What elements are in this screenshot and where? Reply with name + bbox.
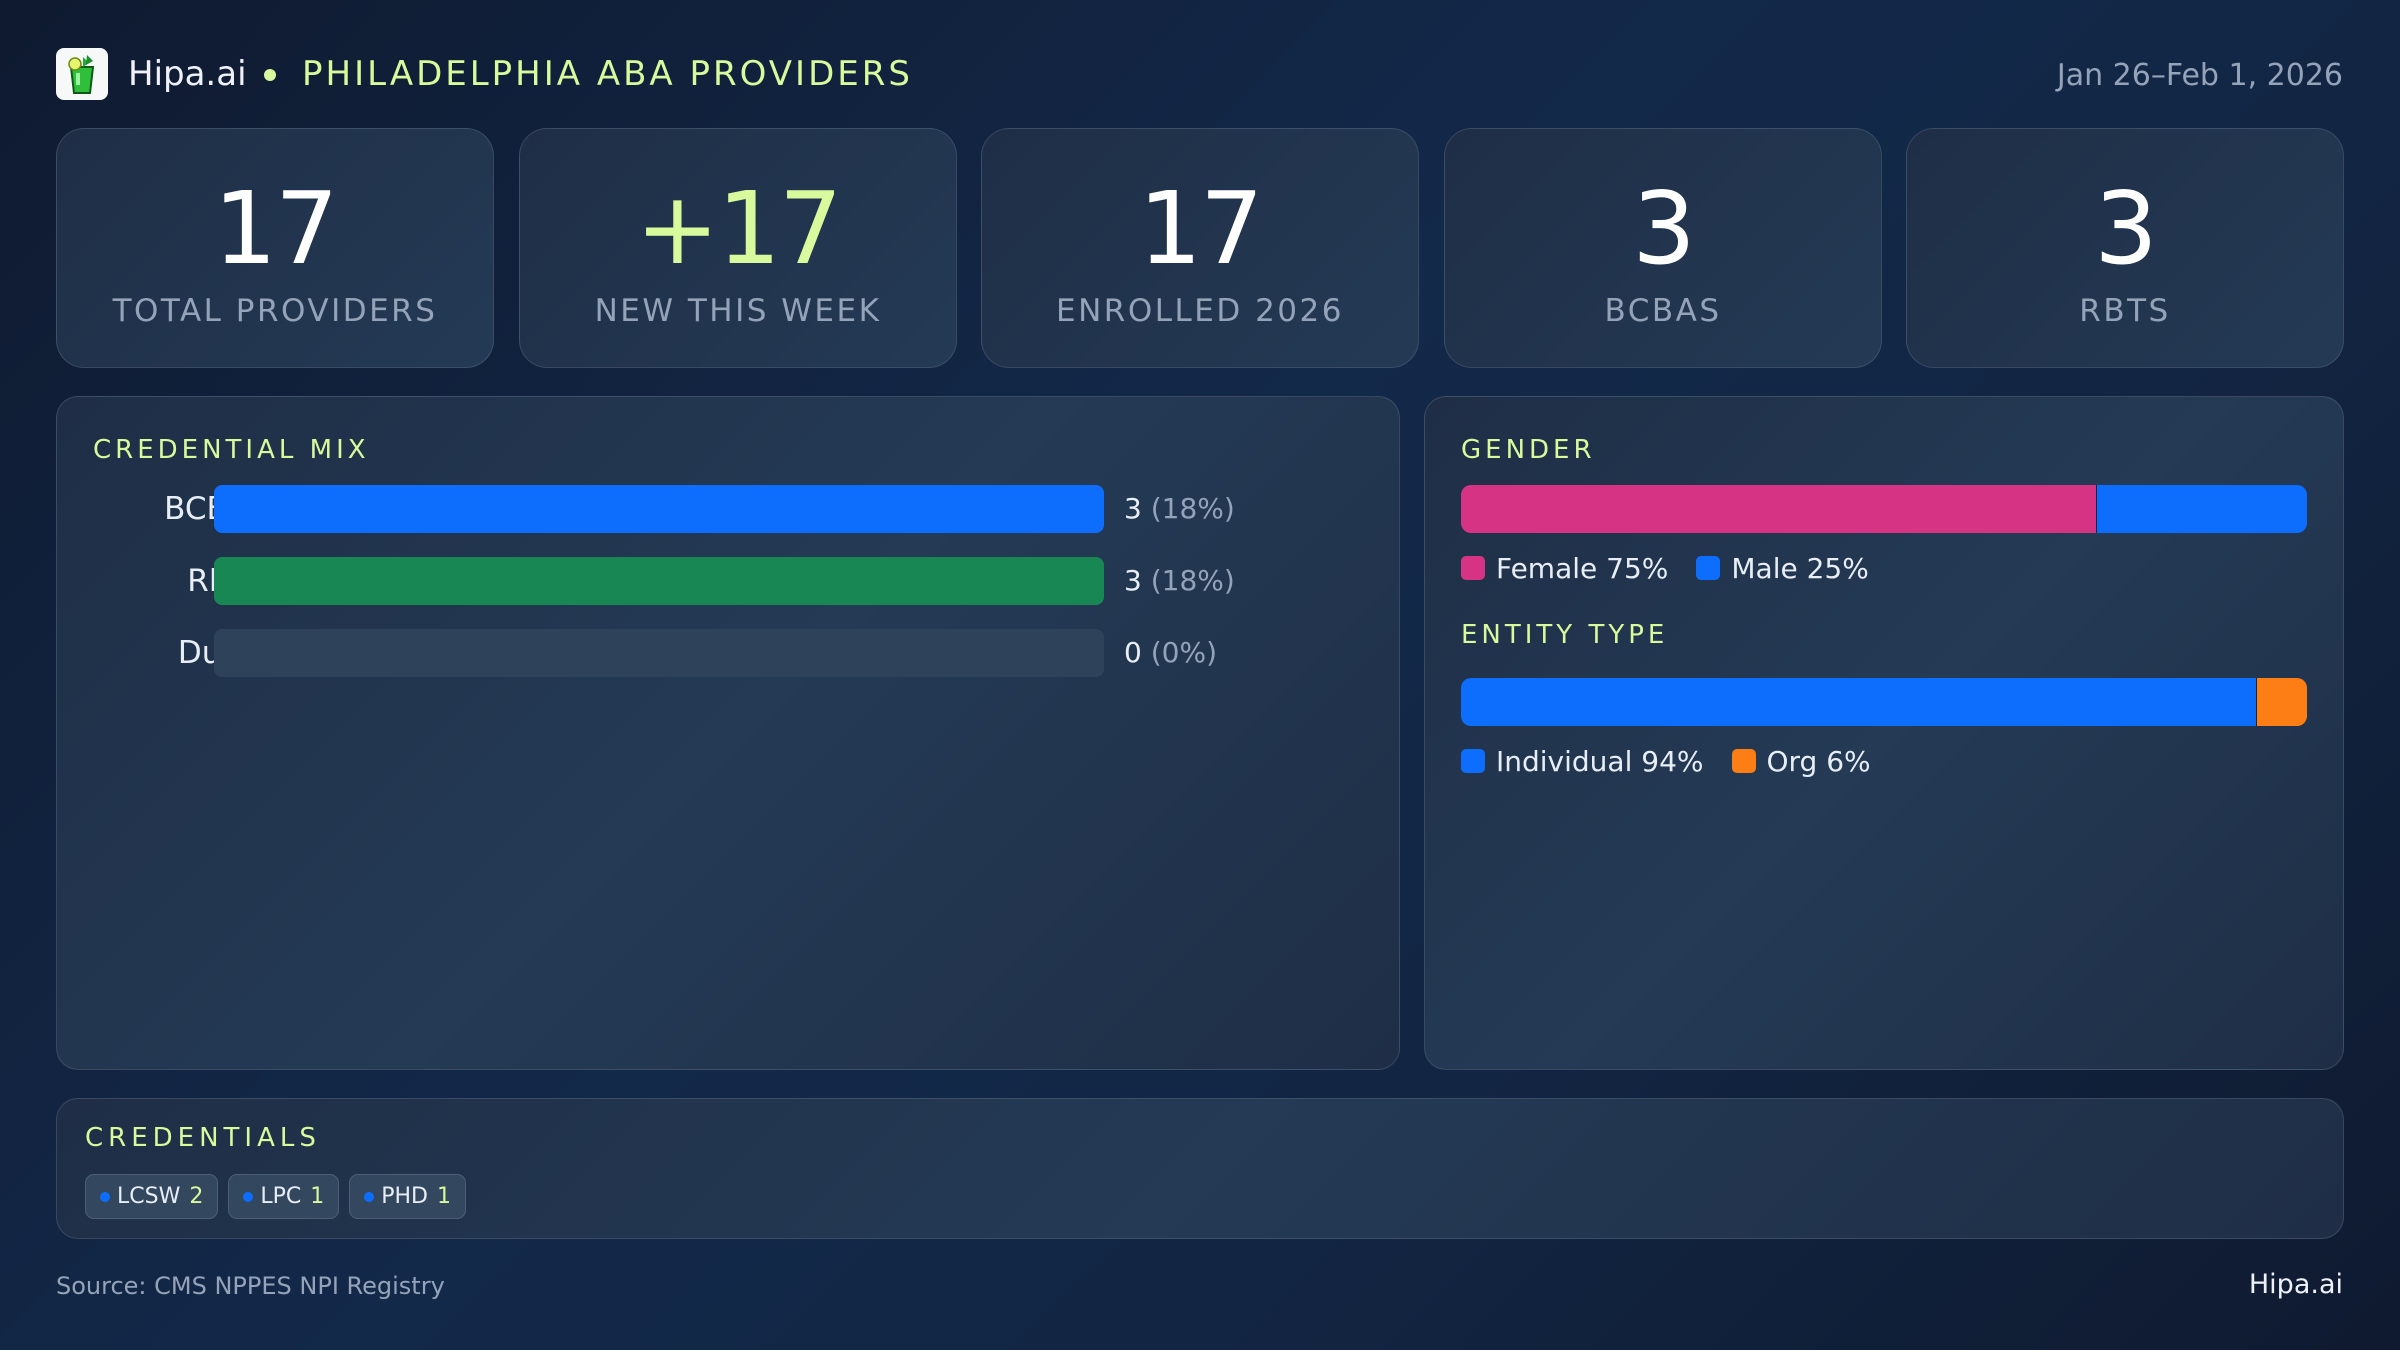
legend-swatch xyxy=(1461,556,1485,580)
entity-segment-individual xyxy=(1461,678,2257,726)
credential-count: 0 xyxy=(1124,636,1142,669)
separator-dot xyxy=(264,69,276,81)
legend-item-female: Female 75% xyxy=(1461,552,1668,585)
stat-label: NEW THIS WEEK xyxy=(594,293,882,329)
pill-name: LPC xyxy=(260,1184,302,1209)
legend-label: Male 25% xyxy=(1731,551,1869,585)
credential-count: 3 xyxy=(1124,492,1142,525)
date-range: Jan 26–Feb 1, 2026 xyxy=(2056,58,2343,93)
credential-percent: (18%) xyxy=(1150,492,1235,525)
panel-title: CREDENTIALS xyxy=(85,1123,321,1153)
stat-card-enrolled-2026: 17 ENROLLED 2026 xyxy=(981,128,1419,368)
legend-label: Org 6% xyxy=(1766,744,1871,778)
credential-value: 3 (18%) xyxy=(1124,557,1235,605)
stat-card-rbts: 3 RBTS xyxy=(1906,128,2344,368)
legend-item-org: Org 6% xyxy=(1731,744,1871,778)
bar-track xyxy=(214,629,1104,677)
entity-stacked-bar xyxy=(1461,678,2307,726)
credential-value: 3 (18%) xyxy=(1124,485,1235,533)
gender-segment-male xyxy=(2095,485,2307,533)
stat-label: TOTAL PROVIDERS xyxy=(112,293,438,329)
gender-segment-female xyxy=(1461,485,2096,533)
stat-label: ENROLLED 2026 xyxy=(1056,293,1344,329)
legend-label: Individual 94% xyxy=(1496,744,1704,778)
bar-track xyxy=(214,557,1104,605)
footer-brand: Hipa.ai xyxy=(2248,1269,2343,1300)
page-title: PHILADELPHIA ABA PROVIDERS xyxy=(302,54,913,94)
legend-swatch xyxy=(1696,556,1721,580)
source-note: Source: CMS NPPES NPI Registry xyxy=(56,1272,445,1300)
stat-value: 17 xyxy=(1138,170,1263,287)
credential-pill-phd: PHD 1 xyxy=(349,1174,466,1219)
credential-percent: (0%) xyxy=(1150,636,1218,669)
stat-card-new-this-week: +17 NEW THIS WEEK xyxy=(519,128,957,368)
credential-pill-lcsw: LCSW 2 xyxy=(85,1174,219,1219)
stat-label: BCBAS xyxy=(1604,293,1722,329)
bar-track xyxy=(214,485,1104,533)
entity-segment-org xyxy=(2256,678,2307,726)
stat-card-bcbas: 3 BCBAS xyxy=(1444,128,1882,368)
stat-value: +17 xyxy=(635,170,842,287)
legend-swatch xyxy=(1731,749,1756,773)
bar-fill-bcba xyxy=(214,485,1104,533)
legend-label: Female 75% xyxy=(1496,551,1669,585)
stat-label: RBTS xyxy=(2079,293,2171,329)
legend-item-male: Male 25% xyxy=(1696,551,1869,585)
credentials-panel: CREDENTIALS LCSW 2 LPC 1 PHD 1 xyxy=(56,1098,2344,1239)
credential-value: 0 (0%) xyxy=(1124,629,1217,677)
dot-icon xyxy=(100,1191,110,1202)
entity-type-title: ENTITY TYPE xyxy=(1461,620,1669,650)
brand-name: Hipa.ai xyxy=(128,54,247,94)
entity-legend: Individual 94% Org 6% xyxy=(1461,744,1899,778)
stat-value: 3 xyxy=(1632,170,1696,287)
credential-row-rbt: RBT 3 (18%) xyxy=(57,557,1400,605)
credential-percent: (18%) xyxy=(1150,564,1235,597)
dot-icon xyxy=(364,1191,375,1202)
logo xyxy=(56,48,108,100)
credential-pills: LCSW 2 LPC 1 PHD 1 xyxy=(85,1174,466,1219)
gender-legend: Female 75% Male 25% xyxy=(1461,551,1897,585)
credential-pill-lpc: LPC 1 xyxy=(228,1174,340,1219)
stat-value: 3 xyxy=(2094,170,2158,287)
gender-title: GENDER xyxy=(1461,435,1596,465)
credential-mix-panel: CREDENTIAL MIX BCBA 3 (18%) RBT 3 (18%) … xyxy=(56,396,1400,1070)
pill-name: PHD xyxy=(381,1184,428,1209)
legend-swatch xyxy=(1461,749,1485,773)
pill-name: LCSW xyxy=(117,1184,181,1209)
dot-icon xyxy=(243,1191,254,1202)
stat-value: 17 xyxy=(213,170,338,287)
legend-item-individual: Individual 94% xyxy=(1461,745,1704,778)
gender-stacked-bar xyxy=(1461,485,2307,533)
bar-fill-rbt xyxy=(214,557,1104,605)
mojito-cup-icon xyxy=(68,55,95,94)
pill-count: 1 xyxy=(310,1184,325,1209)
pill-count: 1 xyxy=(436,1184,451,1209)
stat-card-total-providers: 17 TOTAL PROVIDERS xyxy=(56,128,494,368)
credential-count: 3 xyxy=(1124,564,1142,597)
credential-row-bcba: BCBA 3 (18%) xyxy=(57,485,1400,533)
credential-row-dual: Dual 0 (0%) xyxy=(57,629,1400,677)
panel-title: CREDENTIAL MIX xyxy=(93,435,370,465)
pill-count: 2 xyxy=(189,1184,204,1209)
demographics-panel: GENDER Female 75% Male 25% ENTITY TYPE I… xyxy=(1424,396,2344,1070)
